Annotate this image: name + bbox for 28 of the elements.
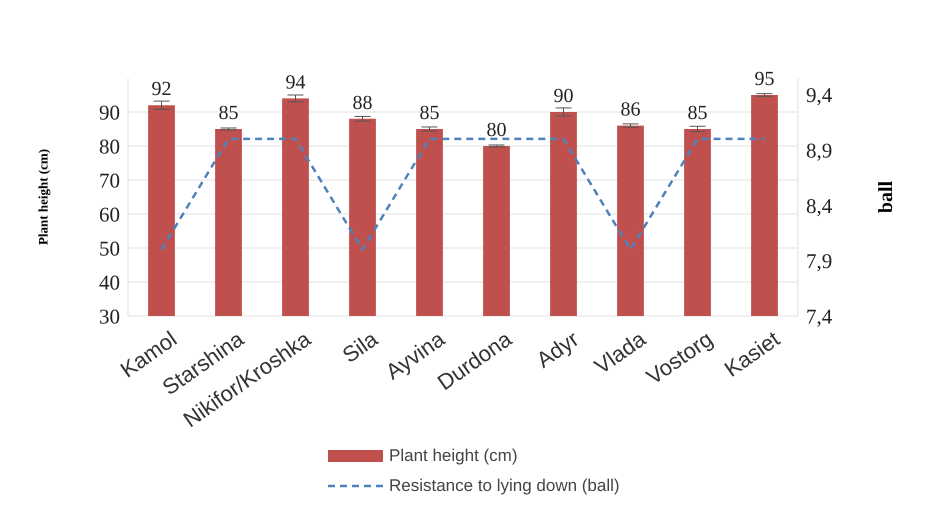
x-tick-label: Sila: [338, 326, 383, 368]
y-axis-title: Plant height (cm): [36, 148, 51, 246]
legend-label: Plant height (cm): [389, 446, 518, 466]
data-label: 86: [620, 98, 640, 121]
y-tick-label: 70: [99, 168, 120, 192]
data-label: 80: [486, 119, 506, 141]
y2-axis-title: ball: [875, 180, 898, 214]
data-label: 92: [152, 78, 172, 100]
data-label: 85: [420, 102, 440, 124]
y-tick-label: 80: [99, 134, 120, 158]
data-label: 94: [286, 71, 306, 94]
y2-tick-label: 7,9: [806, 249, 832, 274]
y2-tick-label: 9,4: [806, 83, 833, 108]
y-tick-label: 50: [99, 236, 120, 260]
y-tick-label: 30: [99, 304, 120, 328]
legend-label: Resistance to lying down (ball): [389, 476, 620, 496]
data-label: 85: [688, 102, 708, 124]
data-label: 85: [218, 102, 238, 124]
x-tick-label: Adyr: [532, 326, 584, 373]
y-tick-label: 40: [99, 270, 120, 294]
y2-tick-label: 8,4: [806, 194, 833, 218]
data-label: 88: [352, 92, 372, 114]
y-tick-label: 60: [99, 202, 120, 226]
y2-tick-label: 8,9: [806, 138, 832, 162]
y-tick-label: 90: [99, 100, 120, 124]
data-label: 95: [754, 68, 774, 90]
y2-tick-label: 7,4: [806, 304, 833, 328]
data-label: 90: [554, 85, 574, 107]
